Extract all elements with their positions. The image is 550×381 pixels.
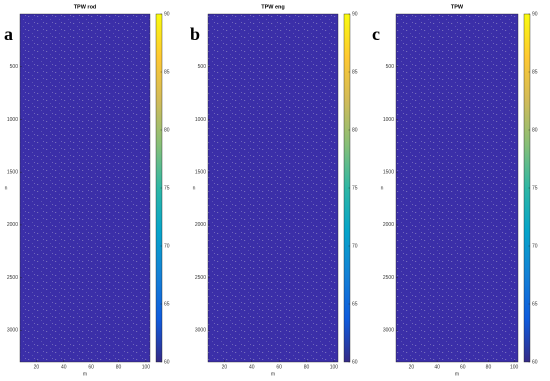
x-tick-label: 80 — [486, 364, 492, 370]
colorbar-tick-label: 65 — [352, 301, 358, 307]
colorbar-tick-label: 65 — [532, 301, 538, 307]
panel-letter: c — [372, 24, 380, 44]
x-axis-label: m — [83, 371, 87, 377]
x-tick-label: 100 — [142, 364, 151, 370]
heatmap-field — [19, 13, 151, 363]
panel-title: TPW eng — [261, 4, 285, 10]
x-tick-label: 80 — [116, 364, 122, 370]
colorbar-tick-label: 90 — [352, 11, 358, 17]
colorbar-tick-label: 60 — [532, 359, 538, 365]
colorbar-tick-label: 90 — [532, 11, 538, 17]
x-tick-label: 40 — [249, 364, 255, 370]
colorbar-tick-label: 70 — [532, 243, 538, 249]
heatmap-field — [207, 13, 339, 363]
y-tick-label: 2500 — [383, 275, 394, 281]
colorbar-tick-label: 60 — [352, 359, 358, 365]
y-tick-label: 500 — [386, 64, 395, 70]
x-tick-label: 60 — [276, 364, 282, 370]
colorbar-tick-label: 80 — [352, 127, 358, 133]
y-tick-label: 1500 — [383, 170, 394, 176]
y-axis-label: n — [193, 185, 196, 191]
x-tick-label: 40 — [434, 364, 440, 370]
x-tick-label: 80 — [304, 364, 310, 370]
colorbar-tick-label: 60 — [164, 359, 170, 365]
x-tick-label: 40 — [61, 364, 67, 370]
x-axis-label: m — [455, 371, 459, 377]
x-tick-label: 60 — [460, 364, 466, 370]
colorbar-tick-label: 80 — [532, 127, 538, 133]
y-tick-label: 3000 — [7, 328, 18, 334]
panel-title: TPW rod — [74, 4, 97, 10]
colorbar-tick-label: 70 — [164, 243, 170, 249]
x-tick-label: 20 — [34, 364, 40, 370]
y-axis-label: n — [381, 185, 384, 191]
panel-letter: b — [190, 24, 200, 44]
y-tick-label: 1500 — [7, 170, 18, 176]
x-tick-label: 100 — [330, 364, 339, 370]
colorbar-tick-label: 90 — [164, 11, 170, 17]
heatmap-field — [395, 13, 519, 363]
y-tick-label: 2500 — [195, 275, 206, 281]
y-tick-label: 1500 — [195, 170, 206, 176]
panel-title: TPW — [451, 4, 464, 10]
colorbar-tick-label: 75 — [164, 185, 170, 191]
x-tick-label: 20 — [222, 364, 228, 370]
colorbar-tick-label: 85 — [532, 69, 538, 75]
x-tick-label: 20 — [409, 364, 415, 370]
panel-letter: a — [4, 24, 13, 44]
y-tick-label: 1000 — [195, 117, 206, 123]
x-tick-label: 60 — [88, 364, 94, 370]
colorbar-tick-label: 85 — [352, 69, 358, 75]
y-tick-label: 500 — [198, 64, 207, 70]
colorbar-tick-label: 75 — [352, 185, 358, 191]
y-tick-label: 3000 — [195, 328, 206, 334]
y-tick-label: 2000 — [383, 222, 394, 228]
colorbar-tick-label: 75 — [532, 185, 538, 191]
x-axis-label: m — [271, 371, 275, 377]
y-tick-label: 2000 — [195, 222, 206, 228]
y-tick-label: 500 — [10, 64, 19, 70]
colorbar-tick-label: 65 — [164, 301, 170, 307]
colorbar-tick-label: 80 — [164, 127, 170, 133]
y-tick-label: 1000 — [7, 117, 18, 123]
y-tick-label: 2500 — [7, 275, 18, 281]
y-tick-label: 2000 — [7, 222, 18, 228]
colorbar-tick-label: 70 — [352, 243, 358, 249]
y-tick-label: 3000 — [383, 328, 394, 334]
x-tick-label: 100 — [510, 364, 519, 370]
y-tick-label: 1000 — [383, 117, 394, 123]
y-axis-label: n — [5, 185, 8, 191]
colorbar-tick-label: 85 — [164, 69, 170, 75]
